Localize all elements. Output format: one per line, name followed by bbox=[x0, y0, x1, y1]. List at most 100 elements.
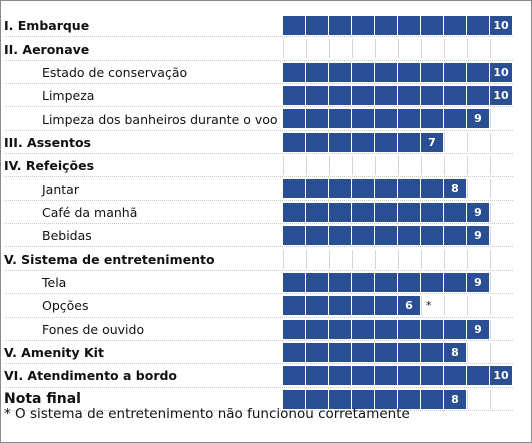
grid-cell bbox=[490, 226, 513, 246]
score-bar-segment bbox=[329, 16, 352, 35]
rating-row: IV. Refeições bbox=[4, 154, 513, 178]
category-label: III. Assentos bbox=[4, 134, 91, 150]
rating-row: II. Aeronave bbox=[4, 37, 513, 61]
score-bar-segment bbox=[329, 296, 352, 316]
row-separator bbox=[4, 176, 513, 178]
score-bar-segment bbox=[306, 319, 329, 339]
row-separator bbox=[4, 386, 513, 388]
score-bar-segment bbox=[283, 226, 306, 246]
score-value: 10 bbox=[493, 19, 509, 32]
score-bar-segment bbox=[421, 132, 444, 152]
score-bar-segment bbox=[444, 342, 467, 362]
score-bar-segment bbox=[352, 296, 375, 316]
row-separator bbox=[4, 363, 513, 365]
grid-cell bbox=[490, 342, 513, 362]
score-bar-segment bbox=[283, 16, 306, 35]
grid-cell bbox=[490, 179, 513, 199]
grid-cell bbox=[352, 39, 375, 59]
score-bar-segment bbox=[421, 62, 444, 82]
score-grid: 10 bbox=[283, 86, 513, 106]
score-bar-segment bbox=[306, 296, 329, 316]
subcategory-label: Café da manhã bbox=[42, 204, 138, 220]
score-bar-segment bbox=[375, 62, 398, 82]
score-bar-segment bbox=[329, 272, 352, 292]
score-bar bbox=[283, 202, 490, 222]
score-bar-segment bbox=[329, 62, 352, 82]
score-bar-segment bbox=[375, 366, 398, 386]
rating-row: Limpeza 10 bbox=[4, 84, 513, 108]
score-value: 8 bbox=[451, 182, 459, 196]
grid-cell bbox=[444, 132, 467, 152]
rating-row: VI. Atendimento a bordo 10 bbox=[4, 364, 513, 388]
score-bar-segment bbox=[398, 109, 421, 129]
score-bar-segment bbox=[283, 389, 306, 409]
grid-cell bbox=[490, 202, 513, 222]
score-value: 9 bbox=[474, 205, 482, 219]
row-separator bbox=[4, 83, 513, 85]
grid-cell bbox=[467, 296, 490, 316]
score-bar-segment bbox=[421, 319, 444, 339]
score-bar-segment bbox=[352, 202, 375, 222]
grid-cell bbox=[490, 249, 513, 269]
score-bar-segment bbox=[352, 86, 375, 106]
score-bar-segment bbox=[329, 179, 352, 199]
grid-cell bbox=[421, 249, 444, 269]
score-bar-segment bbox=[352, 62, 375, 82]
rating-row: Bebidas 9 bbox=[4, 224, 513, 248]
grid-cell bbox=[467, 249, 490, 269]
score-bar-segment bbox=[375, 86, 398, 106]
grid-cell bbox=[352, 156, 375, 176]
score-bar-segment bbox=[329, 86, 352, 106]
score-value: 8 bbox=[451, 345, 459, 359]
score-bar-segment bbox=[375, 272, 398, 292]
grid-cell bbox=[444, 156, 467, 176]
score-bar-segment bbox=[421, 272, 444, 292]
score-bar-segment bbox=[490, 86, 513, 106]
score-bar-segment bbox=[444, 272, 467, 292]
rating-row: V. Amenity Kit 8 bbox=[4, 341, 513, 365]
score-bar-segment bbox=[283, 296, 306, 316]
score-bar-segment bbox=[467, 202, 490, 222]
subcategory-label: Limpeza dos banheiros durante o voo bbox=[42, 111, 278, 127]
score-bar bbox=[283, 366, 513, 386]
grid-cell bbox=[467, 389, 490, 409]
score-bar-segment bbox=[329, 389, 352, 409]
grid-cell bbox=[467, 132, 490, 152]
final-score-label: Nota final bbox=[4, 391, 81, 408]
grid-cell bbox=[444, 249, 467, 269]
score-bar-segment bbox=[398, 62, 421, 82]
score-bar-segment bbox=[421, 86, 444, 106]
score-bar bbox=[283, 109, 490, 129]
category-label: V. Amenity Kit bbox=[4, 345, 104, 361]
score-bar-segment bbox=[398, 366, 421, 386]
score-grid: 9 bbox=[283, 109, 513, 129]
grid-cell bbox=[444, 296, 467, 316]
score-bar-segment bbox=[306, 132, 329, 152]
footnote: * O sistema de entretenimento não funcio… bbox=[4, 406, 410, 422]
grid-cell bbox=[375, 39, 398, 59]
score-bar-segment bbox=[398, 16, 421, 35]
grid-cell bbox=[283, 156, 306, 176]
subcategory-label: Jantar bbox=[42, 181, 79, 197]
score-bar-segment bbox=[352, 16, 375, 35]
grid-cell bbox=[283, 249, 306, 269]
score-bar-segment bbox=[444, 319, 467, 339]
row-separator bbox=[4, 36, 513, 38]
grid-cell bbox=[490, 132, 513, 152]
grid-cell bbox=[490, 319, 513, 339]
score-bar-segment bbox=[444, 16, 467, 35]
score-bar-segment bbox=[444, 62, 467, 82]
score-bar-segment bbox=[283, 62, 306, 82]
category-label: VI. Atendimento a bordo bbox=[4, 368, 178, 384]
score-value: 9 bbox=[474, 112, 482, 126]
category-label: I. Embarque bbox=[4, 18, 90, 34]
row-separator bbox=[4, 339, 513, 341]
grid-cell bbox=[306, 39, 329, 59]
score-bar-segment bbox=[352, 342, 375, 362]
subcategory-label: Opções bbox=[42, 298, 89, 314]
score-bar-segment bbox=[352, 109, 375, 129]
score-bar-segment bbox=[421, 226, 444, 246]
score-bar-segment bbox=[467, 226, 490, 246]
score-bar-segment bbox=[329, 226, 352, 246]
subcategory-label: Limpeza bbox=[42, 88, 95, 104]
